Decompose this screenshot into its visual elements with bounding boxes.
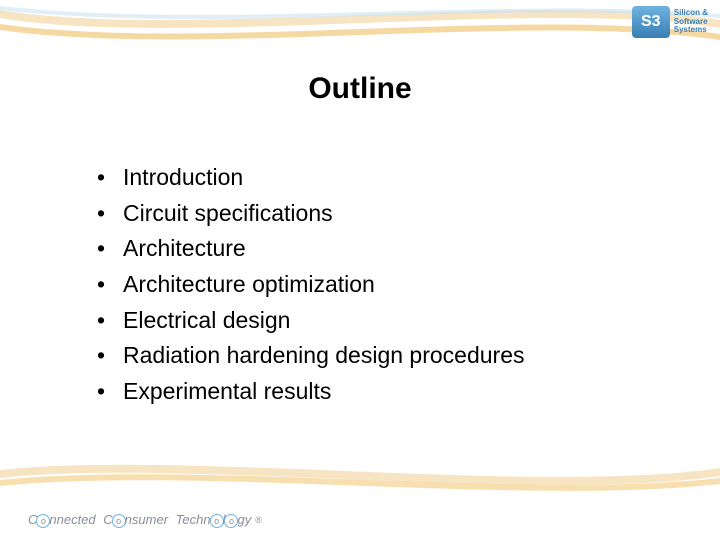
footer-word-consumer: Consumer xyxy=(103,512,168,528)
s3-logo-text: Silicon & Software Systems xyxy=(674,9,708,35)
top-swoosh-decoration xyxy=(0,0,720,60)
list-item: Architecture optimization xyxy=(95,267,525,303)
list-item: Introduction xyxy=(95,160,525,196)
list-item: Radiation hardening design procedures xyxy=(95,338,525,374)
list-item: Circuit specifications xyxy=(95,196,525,232)
s3-logo-mark: S3 xyxy=(632,6,670,38)
registered-mark: ® xyxy=(255,515,262,525)
list-item: Experimental results xyxy=(95,374,525,410)
ring-icon: o xyxy=(210,514,224,528)
footer-word-technology: Technology xyxy=(176,512,252,528)
ring-icon: o xyxy=(112,514,126,528)
footer-logo: Connected Consumer Technology ® xyxy=(28,512,262,528)
header-logo: S3 Silicon & Software Systems xyxy=(632,6,708,38)
slide-title: Outline xyxy=(0,72,720,106)
bullet-list: Introduction Circuit specifications Arch… xyxy=(95,160,525,409)
bottom-swoosh-decoration xyxy=(0,450,720,500)
s3-logo-line3: Systems xyxy=(674,26,708,35)
list-item: Electrical design xyxy=(95,303,525,339)
list-item: Architecture xyxy=(95,231,525,267)
footer-word-connected: Connected xyxy=(28,512,96,528)
